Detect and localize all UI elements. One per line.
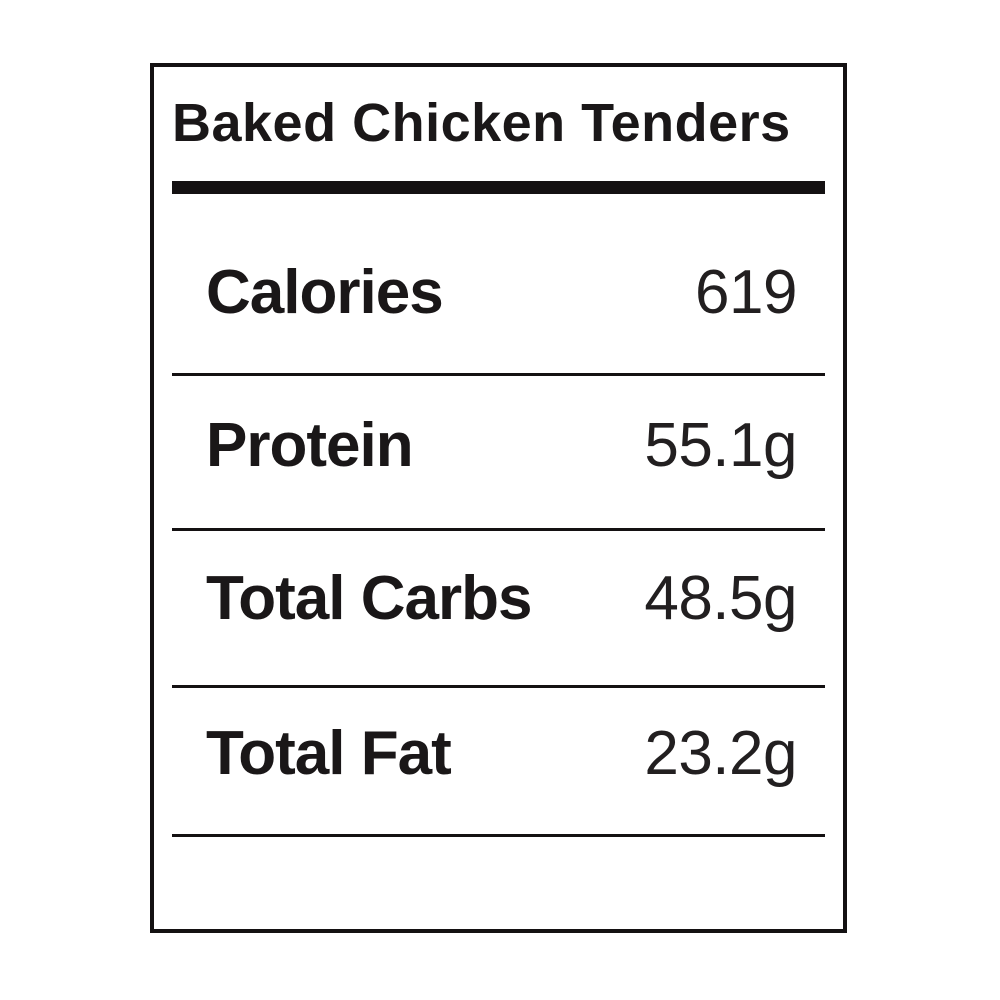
nutrient-value: 48.5g — [644, 563, 797, 633]
nutrient-name: Calories — [206, 258, 444, 327]
nutrient-row-total-carbs: Total Carbs 48.5g — [172, 531, 825, 688]
nutrient-value: 23.2g — [644, 719, 797, 788]
nutrient-name: Total Carbs — [206, 563, 532, 633]
nutrient-value: 55.1g — [644, 410, 797, 480]
nutrient-name: Protein — [206, 410, 414, 480]
nutrient-row-total-fat: Total Fat 23.2g — [172, 688, 825, 837]
nutrient-row-calories: Calories 619 — [172, 194, 825, 376]
nutrient-row-protein: Protein 55.1g — [172, 376, 825, 531]
label-title: Baked Chicken Tenders — [172, 93, 791, 153]
nutrient-name: Total Fat — [206, 719, 452, 788]
title-divider-rule — [172, 181, 825, 194]
nutrition-label: Baked Chicken Tenders Calories 619 Prote… — [150, 63, 847, 933]
nutrient-value: 619 — [695, 258, 797, 327]
